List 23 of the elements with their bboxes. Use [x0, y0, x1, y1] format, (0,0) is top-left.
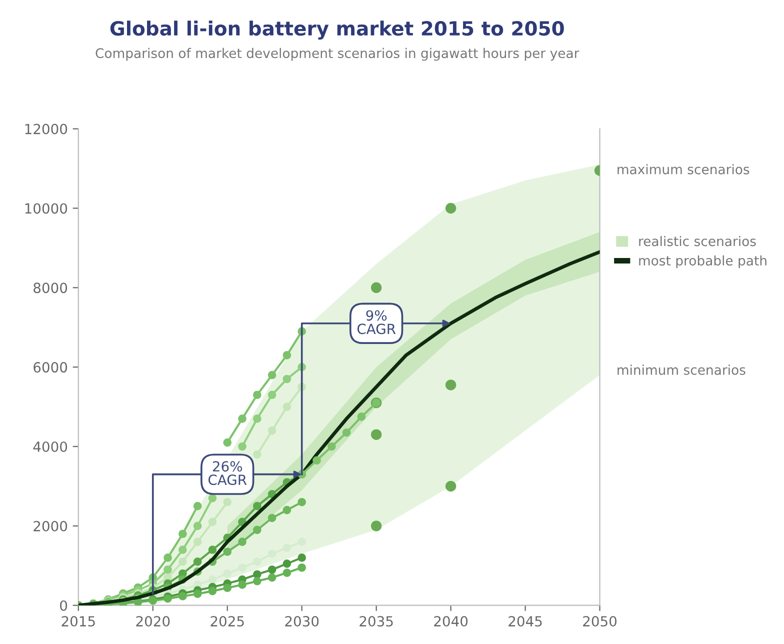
y-tick-label: 6000: [34, 362, 68, 373]
x-tick-label: 2050: [583, 616, 617, 627]
annotation: 9% CAGR: [357, 310, 396, 334]
y-tick-label: 4000: [33, 441, 68, 452]
annotation: 26% CAGR: [208, 461, 247, 486]
y-tick-label: 0: [60, 600, 68, 611]
y-tick-label: 12000: [25, 124, 68, 134]
x-tick-label: 2020: [136, 616, 170, 627]
x-tick-label: 2030: [285, 616, 319, 627]
x-tick-label: 2035: [360, 616, 393, 627]
legend-label: most probable path: [639, 255, 766, 268]
chart-title: Global li-ion battery market 2015 to 2050: [110, 20, 564, 40]
annotation: minimum scenarios: [618, 364, 746, 375]
x-tick-label: 2045: [508, 616, 542, 627]
y-tick-label: 8000: [34, 282, 68, 294]
y-tick-label: 2000: [34, 520, 68, 532]
chart-subtitle: Comparison of market development scenarios in gigawatt hours per year: [96, 48, 580, 61]
x-tick-label: 2015: [62, 616, 95, 627]
annotation: maximum scenarios: [618, 164, 750, 174]
y-tick-label: 10000: [25, 203, 68, 214]
x-tick-label: 2040: [434, 616, 468, 627]
x-tick-label: 2025: [210, 616, 244, 627]
legend-label: realistic scenarios: [639, 236, 756, 246]
